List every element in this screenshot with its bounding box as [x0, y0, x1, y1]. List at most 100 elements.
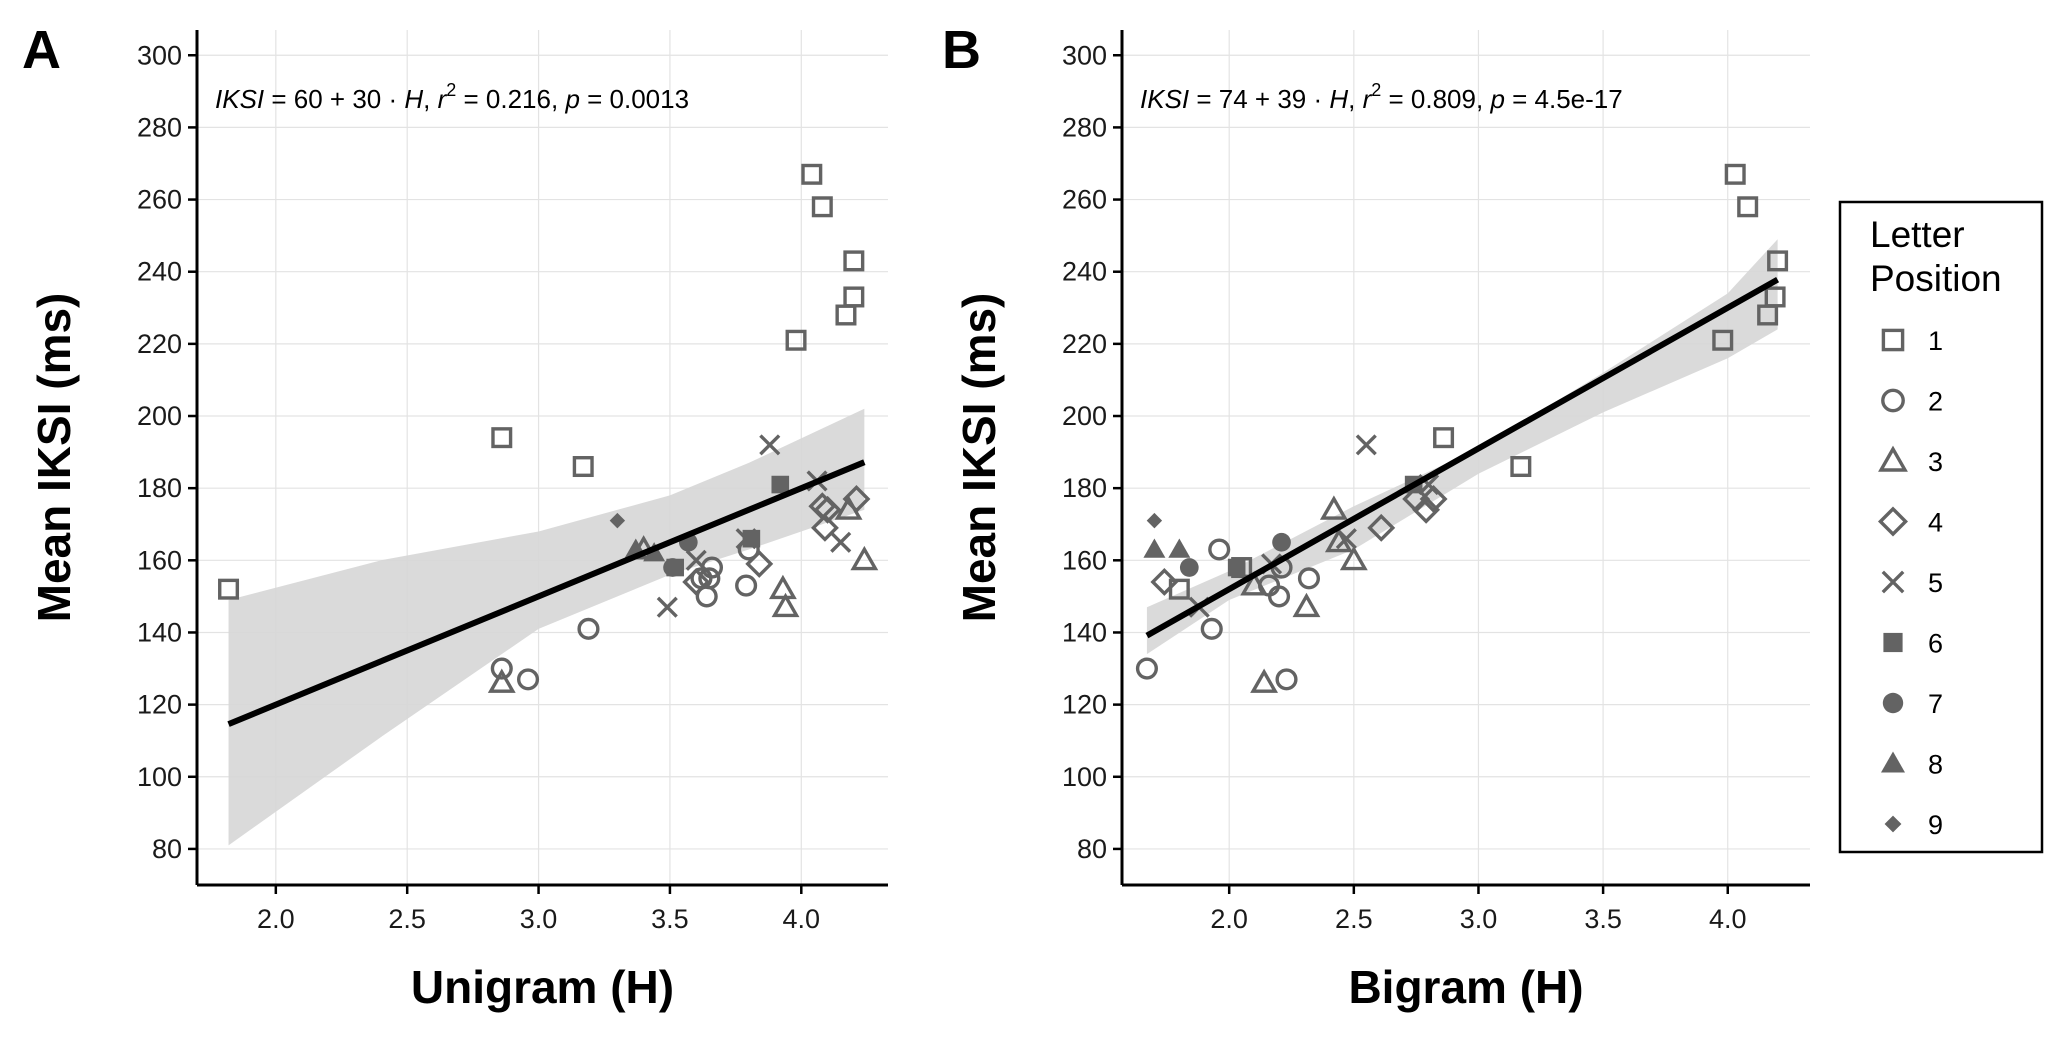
- x-tick-label: 2.0: [257, 904, 295, 934]
- y-tick-label: 300: [137, 40, 182, 70]
- y-tick-label: 240: [1062, 257, 1107, 287]
- data-point-position-4: [1367, 513, 1396, 542]
- regression-line: [1145, 277, 1780, 639]
- legend-marker-7: [1882, 692, 1904, 714]
- legend-marker-2: [1881, 388, 1905, 413]
- regression-equation: IKSI = 60 + 30 · H, r2 = 0.216, p = 0.00…: [215, 80, 689, 114]
- data-point-position-5: [685, 549, 707, 571]
- y-tick-label: 80: [152, 834, 182, 864]
- legend-label-7: 7: [1928, 689, 1943, 719]
- legend-label-3: 3: [1928, 447, 1943, 477]
- data-point-position-3: [1319, 495, 1348, 520]
- data-point-position-6: [1227, 558, 1246, 577]
- data-point-position-2: [1297, 567, 1321, 590]
- y-tick-label: 240: [137, 257, 182, 287]
- panel-b: 80 100 120 140 160 180 200 220 240 260 280 300 2.0 2.…: [942, 20, 1810, 1013]
- data-point-position-6: [771, 475, 790, 494]
- data-point-position-4: [842, 485, 871, 513]
- x-tick-label: 2.5: [1335, 904, 1373, 934]
- regression-line: [227, 459, 866, 727]
- x-tick-label: 4.0: [783, 904, 821, 934]
- data-point-position-8: [1143, 538, 1166, 558]
- data-point-position-6: [742, 529, 761, 548]
- y-tick-label: 200: [137, 401, 182, 431]
- y-tick-label: 180: [1062, 473, 1107, 503]
- data-point-position-3: [1240, 571, 1269, 596]
- legend-marker-5: [1881, 570, 1905, 594]
- data-point-position-4: [810, 513, 839, 542]
- data-point-position-7: [1179, 558, 1199, 577]
- data-point-position-1: [785, 329, 807, 351]
- data-point-position-1: [1510, 456, 1532, 478]
- data-point-position-4: [682, 568, 711, 596]
- data-point-position-5: [656, 596, 678, 618]
- data-point-position-3: [771, 592, 800, 618]
- confidence-band: [1146, 239, 1778, 655]
- y-tick-label: 160: [137, 545, 182, 575]
- y-tick-label: 300: [1062, 40, 1107, 70]
- y-axis-title: Mean IKSI (ms): [953, 293, 1005, 623]
- legend-marker-3: [1878, 445, 1908, 472]
- data-point-position-1: [1433, 427, 1455, 449]
- data-point-position-1: [218, 578, 240, 600]
- legend-marker-8: [1881, 751, 1905, 773]
- data-point-position-2: [1267, 585, 1291, 608]
- data-point-position-1: [811, 196, 833, 218]
- data-point-position-7: [663, 558, 682, 577]
- y-tick-label: 180: [137, 473, 182, 503]
- data-point-position-1: [835, 304, 857, 326]
- data-point-position-1: [1712, 329, 1734, 351]
- legend-label-6: 6: [1928, 629, 1943, 659]
- legend-label-4: 4: [1928, 508, 1943, 538]
- legend-marker-9: [1884, 815, 1902, 833]
- data-point-position-5: [830, 531, 852, 553]
- data-point-position-8: [1168, 538, 1191, 558]
- panel-label: B: [942, 20, 981, 80]
- data-point-position-2: [735, 574, 758, 597]
- x-axis-title: Unigram (H): [411, 961, 674, 1013]
- y-tick-label: 160: [1062, 545, 1107, 575]
- data-point-position-2: [1200, 617, 1223, 640]
- data-point-position-1: [491, 427, 513, 449]
- data-point-position-5: [1335, 528, 1357, 550]
- data-point-position-1: [843, 286, 865, 308]
- legend-label-9: 9: [1928, 810, 1943, 840]
- y-tick-label: 140: [137, 617, 182, 647]
- data-point-position-4: [1419, 485, 1448, 513]
- data-point-position-1: [1724, 163, 1746, 185]
- y-tick-label: 260: [1062, 185, 1107, 215]
- y-tick-label: 220: [137, 329, 182, 359]
- data-point-position-3: [850, 545, 879, 571]
- data-point-position-5: [1355, 434, 1377, 456]
- data-point-position-4: [745, 549, 774, 578]
- data-point-position-9: [1146, 512, 1163, 529]
- data-point-position-3: [1292, 592, 1321, 618]
- data-point-position-3: [768, 574, 797, 600]
- data-point-position-9: [609, 512, 626, 529]
- y-tick-label: 120: [137, 690, 182, 720]
- data-point-position-2: [490, 657, 513, 680]
- legend-marker-1: [1881, 328, 1905, 352]
- data-point-position-4: [1150, 568, 1179, 596]
- y-tick-label: 80: [1077, 834, 1107, 864]
- y-tick-label: 120: [1062, 690, 1107, 720]
- panel-a: 80 100 120 140 160 180 200 220 240 260 280 300 2.0 2.…: [22, 20, 888, 1013]
- y-tick-label: 280: [1062, 112, 1107, 142]
- x-tick-label: 2.0: [1210, 904, 1248, 934]
- data-point-position-1: [572, 456, 594, 478]
- data-point-position-3: [487, 668, 516, 693]
- data-point-position-2: [516, 668, 540, 691]
- data-point-position-1: [843, 250, 865, 272]
- legend-title-line1: Letter: [1870, 214, 1965, 255]
- y-axis-title: Mean IKSI (ms): [28, 293, 80, 623]
- y-tick-label: 200: [1062, 401, 1107, 431]
- data-point-position-7: [1272, 532, 1291, 552]
- data-point-position-4: [1412, 495, 1441, 524]
- y-tick-label: 100: [1062, 762, 1107, 792]
- x-tick-label: 3.0: [520, 904, 558, 934]
- data-point-position-2: [1275, 668, 1298, 691]
- y-tick-label: 280: [137, 112, 182, 142]
- y-tick-label: 140: [1062, 617, 1107, 647]
- data-point-position-1: [1737, 196, 1759, 218]
